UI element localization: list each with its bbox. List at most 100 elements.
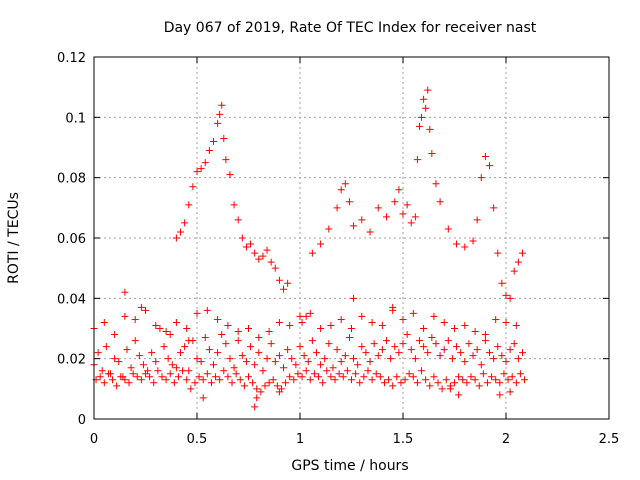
x-tick-label: 0 — [90, 432, 98, 447]
y-axis-label: ROTI / TECUs — [6, 192, 22, 284]
data-point — [420, 325, 428, 332]
data-point — [325, 340, 333, 348]
data-point — [473, 346, 481, 354]
data-point — [424, 86, 432, 94]
data-point — [366, 358, 374, 366]
data-point — [350, 222, 358, 230]
data-point — [512, 321, 520, 329]
data-point — [378, 346, 386, 354]
data-point — [306, 309, 314, 317]
data-point — [403, 201, 411, 209]
data-point — [465, 340, 473, 348]
data-point — [111, 331, 119, 339]
data-point — [133, 373, 141, 381]
data-point — [234, 328, 242, 336]
data-point — [432, 340, 440, 348]
data-point — [321, 355, 329, 363]
x-tick-label: 0.5 — [187, 432, 208, 447]
data-point — [214, 349, 222, 357]
data-point — [185, 337, 193, 345]
data-point — [506, 388, 514, 396]
data-point — [164, 355, 172, 363]
data-point — [407, 219, 415, 227]
data-point — [304, 358, 312, 366]
data-point — [271, 358, 279, 366]
data-point — [512, 379, 520, 387]
y-tick-label: 0.08 — [57, 172, 86, 187]
y-tick-label: 0.12 — [57, 51, 86, 66]
data-point — [193, 355, 201, 363]
data-point — [481, 337, 489, 345]
data-point — [508, 373, 516, 381]
data-point — [461, 358, 469, 366]
data-point — [308, 337, 316, 345]
data-point — [183, 376, 191, 384]
data-point — [391, 198, 399, 206]
y-tick-label: 0.04 — [57, 292, 86, 307]
x-axis-label: GPS time / hours — [291, 458, 408, 474]
data-point — [302, 367, 310, 375]
data-point — [158, 373, 166, 381]
data-point — [393, 373, 401, 381]
data-point — [333, 346, 341, 354]
data-point — [230, 364, 238, 372]
data-point — [385, 376, 393, 384]
data-point — [232, 370, 240, 378]
data-point — [345, 198, 353, 206]
data-point — [298, 373, 306, 381]
data-point — [374, 204, 382, 212]
data-point — [327, 321, 335, 329]
data-point — [245, 373, 252, 381]
data-point — [203, 306, 211, 314]
data-point — [319, 379, 327, 387]
data-point — [288, 355, 296, 363]
data-point — [259, 252, 267, 260]
data-point — [317, 240, 325, 248]
data-point — [418, 367, 426, 375]
data-point — [286, 321, 294, 329]
data-point — [498, 279, 506, 287]
data-point — [220, 134, 228, 142]
data-point — [142, 370, 149, 378]
data-point — [218, 331, 226, 339]
data-point — [341, 352, 349, 360]
data-point — [187, 385, 195, 393]
data-point — [428, 334, 436, 342]
data-point — [209, 137, 217, 145]
data-point — [453, 240, 461, 248]
data-point — [275, 276, 283, 284]
data-point — [378, 321, 386, 329]
x-tick-label: 1.5 — [393, 432, 414, 447]
data-point — [436, 198, 444, 206]
y-tick-label: 0.02 — [57, 353, 86, 368]
data-point — [399, 340, 407, 348]
data-point — [451, 325, 458, 332]
data-point — [337, 315, 345, 323]
data-point — [172, 318, 180, 326]
data-point — [121, 288, 129, 296]
data-point — [222, 156, 230, 164]
data-point — [251, 403, 259, 411]
data-point — [265, 379, 273, 387]
data-point — [253, 385, 261, 393]
data-point — [148, 349, 156, 357]
data-point — [131, 337, 139, 345]
data-point — [453, 343, 461, 351]
data-point — [518, 349, 526, 357]
data-point — [275, 318, 283, 326]
data-point — [296, 312, 304, 320]
data-point — [296, 343, 304, 351]
data-point — [226, 171, 234, 179]
data-point — [502, 318, 510, 326]
data-point — [360, 373, 368, 381]
data-point — [405, 370, 413, 378]
data-point — [418, 113, 426, 121]
data-point — [191, 379, 199, 387]
data-point — [310, 370, 318, 378]
data-point — [251, 361, 259, 369]
data-point — [308, 249, 316, 257]
data-point — [483, 379, 491, 387]
data-point — [96, 373, 104, 381]
data-point — [510, 340, 518, 348]
data-point — [154, 367, 162, 375]
